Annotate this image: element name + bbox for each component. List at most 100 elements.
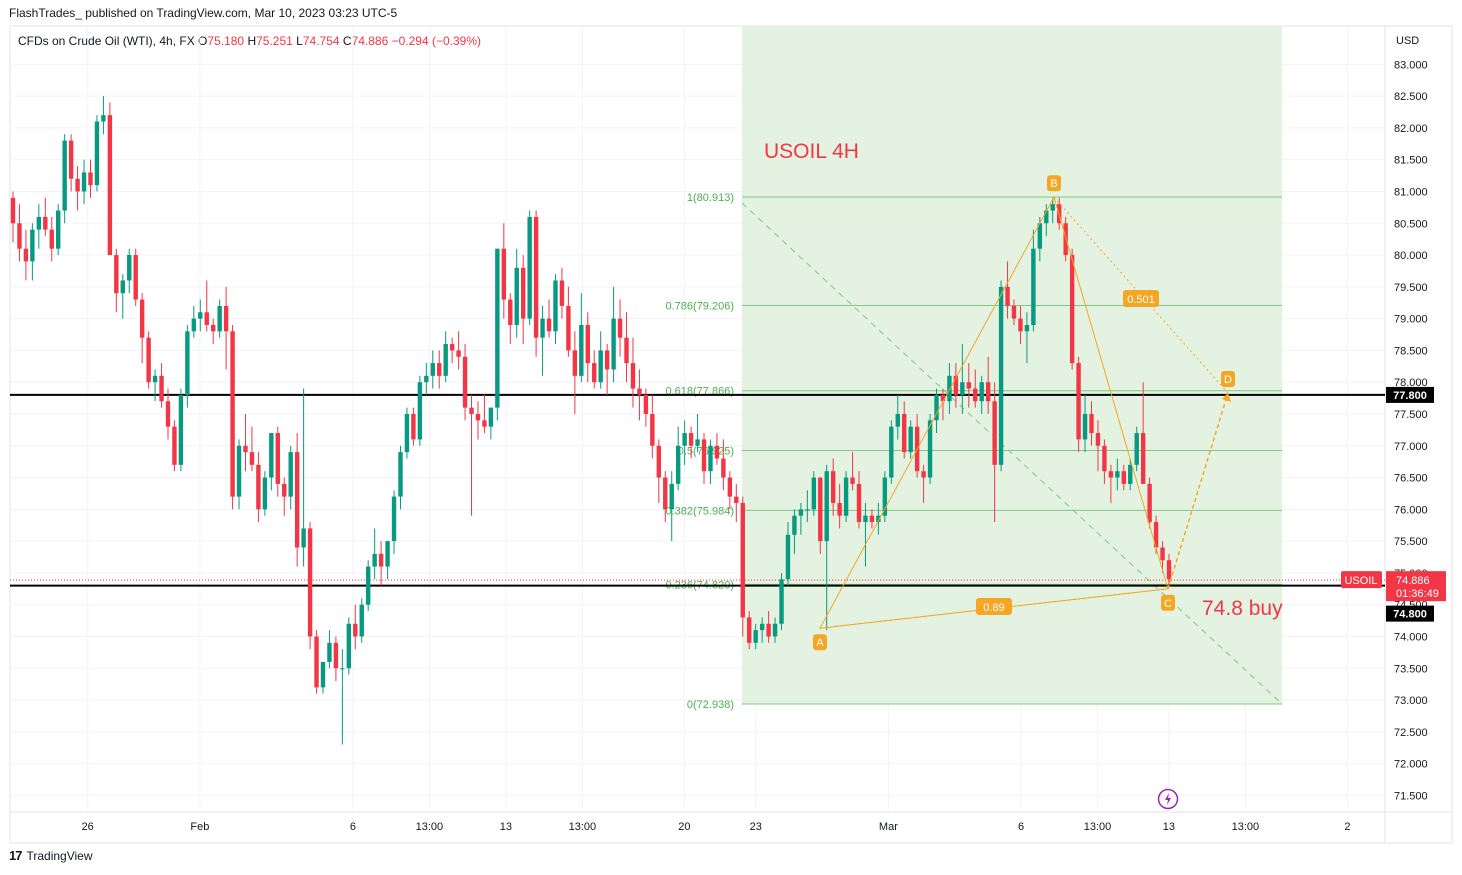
- projection-arrowhead: [1222, 392, 1231, 402]
- symbol-badge[interactable]: [1341, 571, 1382, 589]
- candles: [10, 96, 1172, 745]
- candle-body: [940, 394, 946, 402]
- candle-body: [979, 382, 984, 402]
- candle-body: [546, 318, 552, 332]
- candle-body: [863, 515, 868, 523]
- last-price-text: 74.886: [1396, 575, 1430, 587]
- candle-body: [650, 413, 655, 446]
- candle-body: [850, 477, 855, 484]
- candle-body: [533, 216, 539, 338]
- candle-body: [191, 318, 197, 332]
- line-upper-badge-text: 77.800: [1393, 390, 1427, 402]
- pattern-point-badge: [1161, 594, 1175, 611]
- candle-body: [508, 299, 513, 325]
- candle-body: [217, 305, 222, 332]
- candle-body: [779, 579, 784, 624]
- candle-body: [1128, 464, 1133, 484]
- time-axis[interactable]: 26 Feb 6 13:00 13 13:00 20 23 Mar 6 13:00 13 13:00 2: [82, 821, 1351, 833]
- candle-body: [947, 375, 952, 402]
- candle-body: [876, 515, 881, 523]
- candle-body: [1063, 223, 1068, 256]
- time-tick-label: 2: [1344, 821, 1350, 833]
- line-upper-badge[interactable]: [1386, 386, 1434, 403]
- symbol-name[interactable]: CFDs on Crude Oil (WTI), 4h, FX: [18, 34, 195, 48]
- candle-body: [230, 331, 235, 497]
- candle-body: [333, 642, 339, 669]
- fib-level-label: 0.382(75.984): [666, 505, 735, 517]
- candle-body: [152, 375, 158, 383]
- candle-body: [882, 477, 888, 516]
- close-value: 74.886: [351, 34, 389, 48]
- candle-body: [443, 344, 448, 376]
- candle-body: [985, 382, 991, 402]
- candle-body: [1082, 413, 1088, 440]
- candle-body: [404, 413, 410, 453]
- fib-level-label: 0.786(79.206): [666, 301, 735, 313]
- candle-body: [294, 452, 300, 548]
- candle-body: [1121, 471, 1126, 484]
- price-tick-label: 82.000: [1394, 123, 1428, 135]
- candle-body: [708, 445, 713, 472]
- candle-body: [475, 413, 481, 421]
- candle-body: [1153, 522, 1159, 548]
- candle-body: [811, 477, 817, 510]
- candle-body: [1147, 483, 1152, 523]
- price-tick-label: 76.000: [1394, 504, 1428, 516]
- candle-body: [314, 636, 319, 688]
- replay-icon[interactable]: [1157, 788, 1179, 810]
- candle-body: [81, 172, 87, 192]
- price-axis[interactable]: USD 71.500 72.000 72.500 73.000 73.500 74.000 7…: [1341, 35, 1446, 802]
- candle-body: [553, 280, 558, 332]
- candle-body: [10, 197, 16, 224]
- price-tick-label: 74.000: [1394, 631, 1428, 643]
- candle-body: [1011, 305, 1017, 319]
- candle-body: [624, 337, 629, 364]
- candle-body: [617, 318, 623, 338]
- chart-title-annotation: USOIL 4H: [764, 140, 859, 163]
- candle-body: [559, 280, 565, 306]
- candle-body: [17, 223, 22, 249]
- fib-level-label: 0.618(77.866): [666, 386, 735, 398]
- candle-body: [456, 350, 461, 357]
- candle-body: [856, 483, 862, 523]
- tradingview-logo[interactable]: 17 TradingView: [9, 848, 93, 863]
- candle-body: [869, 515, 875, 523]
- candle-body: [101, 115, 106, 122]
- line-lower-badge-text: 74.800: [1393, 609, 1427, 621]
- candle-body: [223, 305, 229, 332]
- candle-body: [282, 483, 287, 497]
- price-tick-label: 73.000: [1394, 695, 1428, 707]
- candle-body: [469, 407, 474, 414]
- candle-body: [520, 267, 526, 319]
- time-tick-label: Feb: [190, 821, 209, 833]
- time-tick-label: 13:00: [1232, 821, 1260, 833]
- line-lower-badge[interactable]: [1386, 605, 1434, 622]
- time-tick-label: 13: [1163, 821, 1175, 833]
- candle-body: [391, 496, 397, 542]
- candle-body: [1018, 318, 1023, 332]
- candle-body: [843, 477, 849, 516]
- candle-body: [133, 255, 138, 300]
- last-price-badge[interactable]: [1386, 571, 1446, 602]
- candle-body: [1160, 547, 1165, 561]
- price-tick-label: 78.500: [1394, 345, 1428, 357]
- pattern-point-label: D: [1224, 374, 1232, 386]
- tradingview-brand: TradingView: [26, 848, 93, 863]
- candle-body: [340, 668, 345, 670]
- candle-body: [198, 312, 203, 319]
- candle-body: [902, 413, 907, 453]
- candle-body: [288, 452, 293, 497]
- trade-annotation: 74.8 buy: [1202, 597, 1283, 620]
- harmonic-pattern[interactable]: A B C D 0.501 0.89: [813, 175, 1235, 651]
- price-tick-label: 73.500: [1394, 663, 1428, 675]
- horizontal-lines[interactable]: [10, 393, 1385, 587]
- candle-body: [908, 426, 913, 453]
- candle-body: [604, 350, 610, 370]
- pattern-point-badge: [813, 634, 827, 651]
- candle-body: [353, 623, 358, 637]
- change-value: −0.294 (−0.39%): [391, 34, 482, 48]
- candle-body: [540, 318, 545, 338]
- candle-body: [663, 477, 668, 510]
- candle-body: [889, 426, 894, 478]
